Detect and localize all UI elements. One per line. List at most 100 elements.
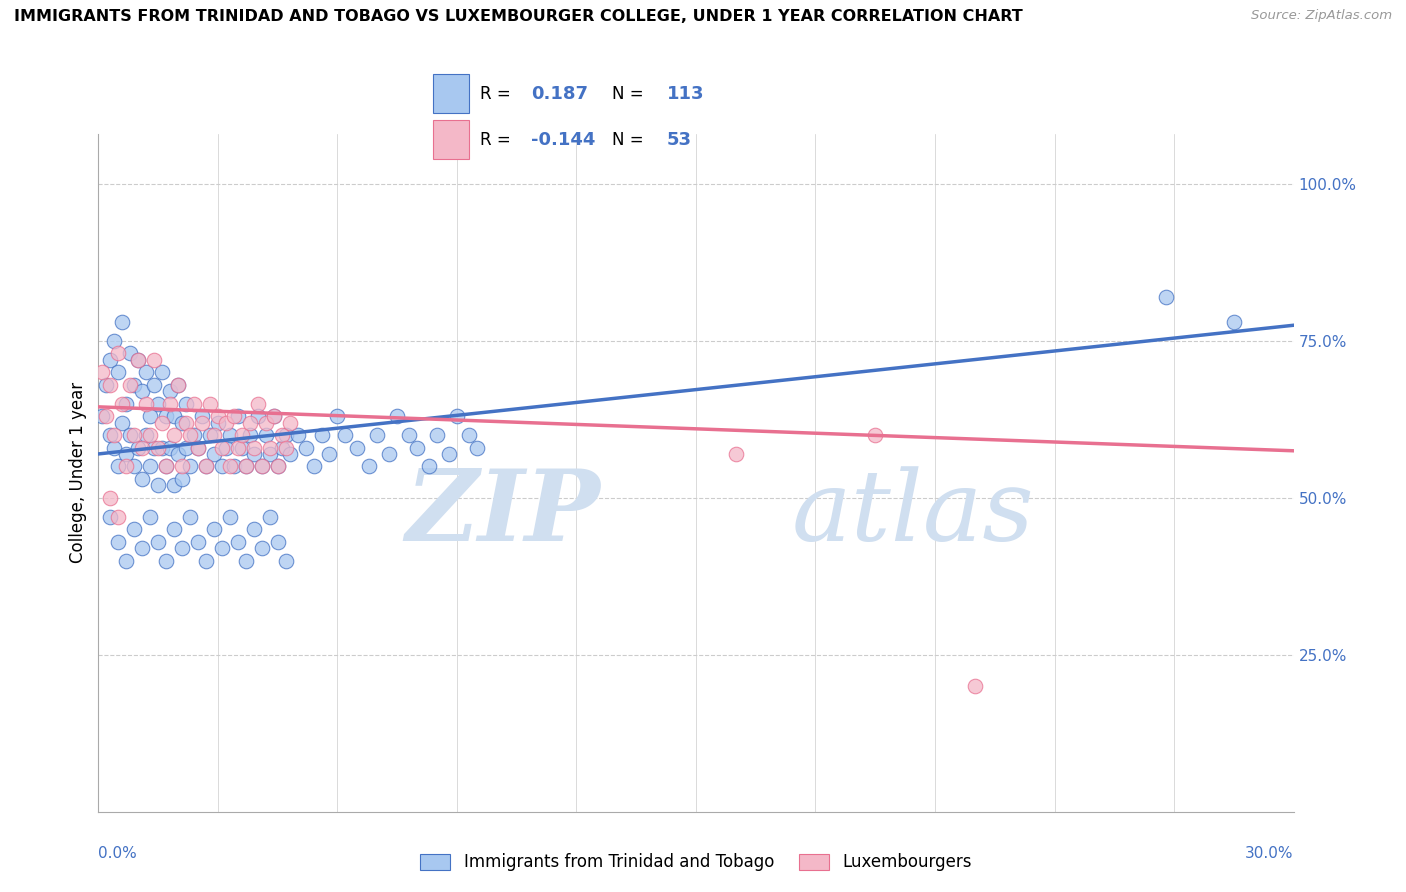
Point — [174, 416, 197, 430]
Text: 113: 113 — [666, 85, 704, 103]
Point — [124, 522, 146, 536]
Point — [115, 554, 138, 568]
Point — [135, 428, 157, 442]
Point — [155, 459, 177, 474]
Point — [207, 409, 229, 424]
Point — [103, 428, 125, 442]
Point — [143, 441, 166, 455]
Point — [406, 441, 429, 455]
Y-axis label: College, Under 1 year: College, Under 1 year — [69, 382, 87, 564]
Point — [150, 441, 173, 455]
Point — [131, 384, 153, 399]
Point — [172, 472, 194, 486]
Point — [163, 478, 186, 492]
Point — [202, 447, 225, 461]
Point — [98, 509, 122, 524]
Point — [124, 377, 146, 392]
Point — [167, 377, 190, 392]
Point — [263, 409, 285, 424]
Point — [103, 334, 125, 348]
Legend: Immigrants from Trinidad and Tobago, Luxembourgers: Immigrants from Trinidad and Tobago, Lux… — [413, 847, 979, 878]
Point — [155, 554, 177, 568]
Point — [115, 397, 138, 411]
Point — [243, 441, 266, 455]
Text: ZIP: ZIP — [405, 466, 600, 562]
Point — [194, 459, 218, 474]
Point — [120, 428, 142, 442]
Point — [250, 459, 273, 474]
Point — [274, 441, 297, 455]
Point — [198, 397, 221, 411]
Point — [222, 409, 245, 424]
Point — [335, 428, 357, 442]
Text: Source: ZipAtlas.com: Source: ZipAtlas.com — [1251, 9, 1392, 22]
Point — [243, 447, 266, 461]
Point — [366, 428, 388, 442]
Point — [183, 428, 205, 442]
Point — [191, 416, 214, 430]
Point — [426, 428, 449, 442]
Point — [187, 441, 209, 455]
Point — [274, 428, 297, 442]
Point — [270, 441, 292, 455]
Point — [235, 459, 257, 474]
Point — [267, 534, 290, 549]
Point — [191, 409, 214, 424]
Text: 0.0%: 0.0% — [98, 846, 138, 861]
Point — [239, 416, 262, 430]
Point — [226, 441, 249, 455]
Point — [143, 377, 166, 392]
Point — [172, 541, 194, 555]
Point — [458, 428, 481, 442]
Point — [219, 428, 242, 442]
Point — [1222, 315, 1246, 329]
Point — [111, 397, 134, 411]
Point — [259, 509, 281, 524]
Point — [222, 459, 245, 474]
Point — [127, 352, 149, 367]
Point — [172, 459, 194, 474]
Point — [278, 416, 301, 430]
Text: N =: N = — [612, 131, 648, 149]
Point — [107, 346, 129, 360]
Point — [418, 459, 440, 474]
Point — [254, 416, 277, 430]
Point — [215, 416, 238, 430]
Point — [437, 447, 460, 461]
Point — [250, 459, 273, 474]
Point — [124, 428, 146, 442]
Point — [135, 397, 157, 411]
Point — [115, 447, 138, 461]
Point — [174, 441, 197, 455]
Point — [294, 441, 316, 455]
Point — [174, 397, 197, 411]
Text: R =: R = — [481, 85, 516, 103]
Point — [211, 459, 233, 474]
Point — [91, 409, 114, 424]
Point — [159, 384, 181, 399]
Point — [254, 428, 277, 442]
Point — [246, 397, 269, 411]
Point — [131, 472, 153, 486]
Point — [187, 441, 209, 455]
Point — [398, 428, 420, 442]
Point — [287, 428, 309, 442]
Text: IMMIGRANTS FROM TRINIDAD AND TOBAGO VS LUXEMBOURGER COLLEGE, UNDER 1 YEAR CORREL: IMMIGRANTS FROM TRINIDAD AND TOBAGO VS L… — [14, 9, 1022, 24]
Point — [167, 377, 190, 392]
Bar — [433, 74, 470, 113]
Point — [111, 315, 134, 329]
Point — [139, 428, 162, 442]
Point — [148, 441, 170, 455]
Point — [231, 441, 253, 455]
Point — [267, 459, 290, 474]
Point — [465, 441, 488, 455]
Point — [226, 409, 249, 424]
Point — [202, 428, 225, 442]
Point — [1154, 290, 1177, 304]
Point — [211, 541, 233, 555]
Point — [385, 409, 409, 424]
Point — [202, 522, 225, 536]
Point — [120, 346, 142, 360]
Point — [963, 679, 986, 693]
Point — [246, 409, 269, 424]
